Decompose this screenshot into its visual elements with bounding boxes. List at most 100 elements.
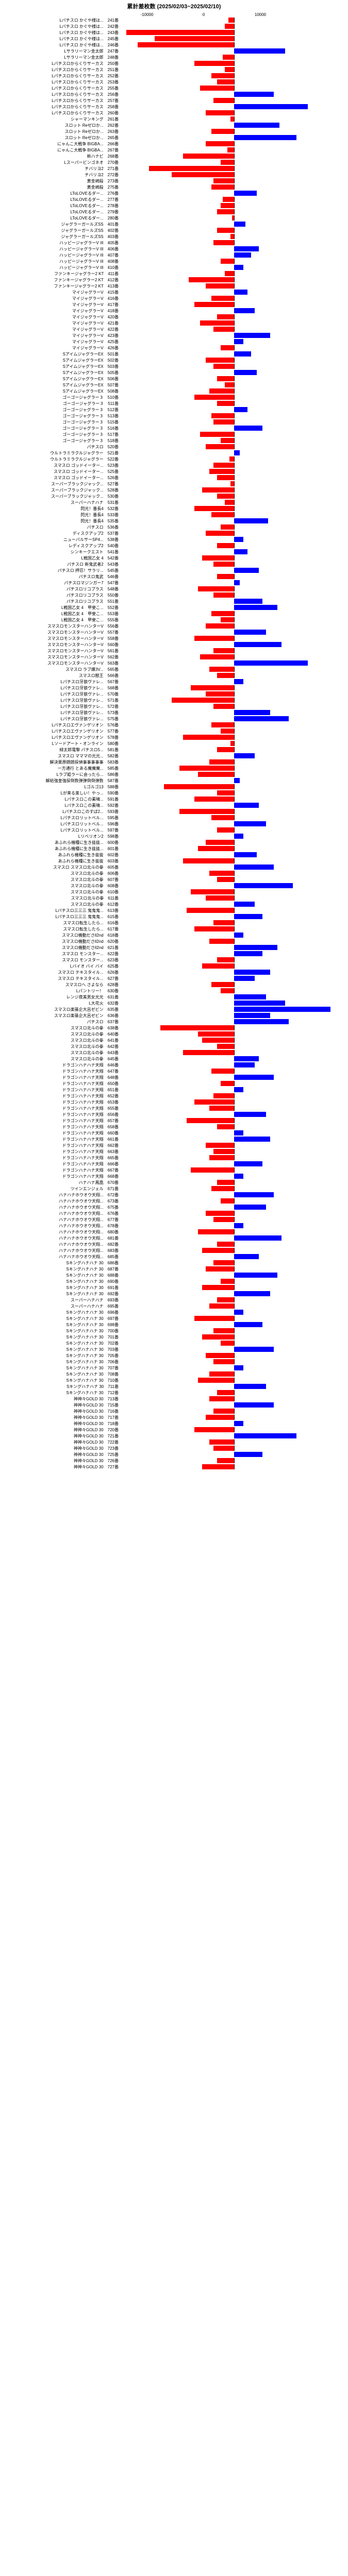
row-label: スマスロモンスターハンターV 556番 bbox=[0, 623, 121, 629]
chart-row: Lスーパービンゴネオ 270番 bbox=[0, 159, 348, 165]
bar bbox=[209, 1396, 234, 1401]
chart-row: Sキングハナハナ 30 690番 bbox=[0, 1278, 348, 1284]
bar-area bbox=[121, 444, 347, 449]
row-label: スマスロ北斗の拳 642番 bbox=[0, 1044, 121, 1049]
zero-line bbox=[234, 1390, 235, 1395]
zero-line bbox=[234, 1341, 235, 1346]
bar bbox=[206, 895, 234, 901]
chart-row: Lソードアート・オンライン 580番 bbox=[0, 740, 348, 747]
zero-line bbox=[234, 1186, 235, 1191]
zero-line bbox=[234, 1149, 235, 1154]
chart-row: Lラブ姫ラーに会ったら... 586番 bbox=[0, 771, 348, 777]
bar-area bbox=[121, 778, 347, 783]
bar bbox=[234, 123, 279, 128]
row-label: スマスロモンスターハンターV 558番 bbox=[0, 636, 121, 641]
bar-area bbox=[121, 1384, 347, 1389]
bar-area bbox=[121, 333, 347, 338]
row-label: 黄金崎殺 275番 bbox=[0, 184, 121, 190]
chart-row: Lパチスロエヴァンゲリオン 578番 bbox=[0, 734, 348, 740]
bar-area bbox=[121, 1291, 347, 1296]
bar-area bbox=[121, 555, 347, 561]
row-label: L戦国乙女 4 甲斐こ... 552番 bbox=[0, 605, 121, 611]
row-label: Lゴルゴ13 588番 bbox=[0, 784, 121, 790]
bar bbox=[217, 543, 234, 548]
bar-area bbox=[121, 988, 347, 993]
chart-row: 黄金崎殺 275番 bbox=[0, 184, 348, 190]
bar bbox=[234, 945, 277, 950]
bar bbox=[209, 1439, 234, 1445]
chart-row: Lパチスロ三三三 鬼鬼鬼... 613番 bbox=[0, 907, 348, 913]
row-label: ハナハナホウオウ天翔... 676番 bbox=[0, 1211, 121, 1216]
chart-row: スロット Reゼロか... 265番 bbox=[0, 134, 348, 141]
zero-line bbox=[234, 419, 235, 425]
chart-row: 神神々GOLD 30 720番 bbox=[0, 1427, 348, 1433]
chart-row: マイジャグラーV 416番 bbox=[0, 295, 348, 301]
chart-row: SアイムジャグラーEX 501番 bbox=[0, 351, 348, 357]
chart-row: ハナハナホウオウ天翔... 678番 bbox=[0, 1223, 348, 1229]
chart-row: ドラゴンハナハナ天翔 651番 bbox=[0, 1087, 348, 1093]
zero-line bbox=[234, 1038, 235, 1043]
bar-area bbox=[121, 1260, 347, 1265]
bar-area bbox=[121, 1062, 347, 1067]
chart-row: レンジ夜美男女光光 631番 bbox=[0, 994, 348, 1000]
chart-row: LToLOVEるダー... 276番 bbox=[0, 190, 348, 196]
bar-area bbox=[121, 784, 347, 789]
bar bbox=[223, 197, 234, 202]
chart-row: SアイムジャグラーEX 505番 bbox=[0, 369, 348, 376]
zero-line bbox=[234, 18, 235, 23]
chart-row: SアイムジャグラーEX 508番 bbox=[0, 388, 348, 394]
bar-area bbox=[121, 741, 347, 746]
bar bbox=[202, 1285, 234, 1290]
bar-area bbox=[121, 994, 347, 999]
bar bbox=[234, 679, 243, 684]
bar-area bbox=[121, 815, 347, 820]
chart-row: スマスロ北斗の拳 638番 bbox=[0, 1025, 348, 1031]
zero-line bbox=[234, 1198, 235, 1204]
chart-row: スマスロモンスターハンターV 558番 bbox=[0, 635, 348, 641]
bar bbox=[179, 809, 234, 814]
row-label: スマスロ ゴッドイーター... 523番 bbox=[0, 463, 121, 468]
row-label: ハナハナホウオウ天翔... 685番 bbox=[0, 1254, 121, 1260]
bar-area bbox=[121, 426, 347, 431]
zero-line bbox=[234, 160, 235, 165]
bar bbox=[211, 611, 234, 616]
chart-row: マイジャグラーV 425番 bbox=[0, 338, 348, 345]
row-label: マイジャグラーV 421番 bbox=[0, 320, 121, 326]
bar bbox=[234, 426, 262, 431]
zero-line bbox=[234, 809, 235, 814]
bar bbox=[209, 939, 234, 944]
row-label: ドラゴンハナハナ天翔 655番 bbox=[0, 1106, 121, 1111]
chart-row: スマスロ機動ださll2nd 621番 bbox=[0, 944, 348, 951]
chart-row: ハナハナホウオウ天翔... 675番 bbox=[0, 1204, 348, 1210]
bar bbox=[217, 673, 234, 678]
zero-line bbox=[234, 61, 235, 66]
chart-row: ドラゴンハナハナ天翔 667番 bbox=[0, 1167, 348, 1173]
bar-area bbox=[121, 1396, 347, 1401]
bar-area bbox=[121, 494, 347, 499]
bar-area bbox=[121, 481, 347, 486]
zero-line bbox=[234, 1050, 235, 1055]
zero-line bbox=[234, 1099, 235, 1105]
zero-line bbox=[234, 667, 235, 672]
bar-area bbox=[121, 147, 347, 152]
bar bbox=[234, 630, 266, 635]
bar bbox=[202, 963, 234, 969]
chart-row: 神神々GOLD 30 718番 bbox=[0, 1420, 348, 1427]
zero-line bbox=[234, 877, 235, 882]
row-label: レディスクアップ2 540番 bbox=[0, 543, 121, 549]
chart-row: パチスロ 新鬼武者2 543番 bbox=[0, 561, 348, 567]
chart-row: Lバイオ バイ バイ 625番 bbox=[0, 963, 348, 969]
bar-area bbox=[121, 803, 347, 808]
zero-line bbox=[234, 759, 235, 765]
bar bbox=[234, 92, 274, 97]
zero-line bbox=[234, 463, 235, 468]
chart-row: ファンキージャグラー2 KT 413番 bbox=[0, 283, 348, 289]
row-label: Sキングハナハナ 30 688番 bbox=[0, 1273, 121, 1278]
chart-row: スマスロ北斗の拳 610番 bbox=[0, 889, 348, 895]
row-label: パチスロ 520番 bbox=[0, 444, 121, 450]
chart-row: スマスロ テキスタイル... 627番 bbox=[0, 975, 348, 981]
zero-line bbox=[234, 67, 235, 72]
row-label: シンキークエスト 541番 bbox=[0, 549, 121, 555]
bar-area bbox=[121, 568, 347, 573]
zero-line bbox=[234, 1118, 235, 1123]
